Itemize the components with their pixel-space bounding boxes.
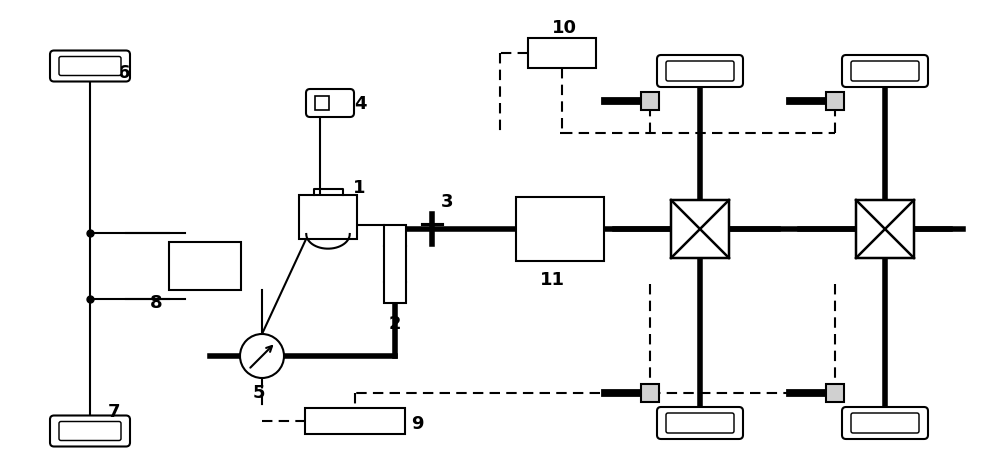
Bar <box>826 384 844 402</box>
Bar <box>641 92 659 110</box>
Bar <box>528 38 596 68</box>
Text: 2: 2 <box>389 315 402 333</box>
FancyBboxPatch shape <box>50 415 130 447</box>
FancyBboxPatch shape <box>306 89 354 117</box>
Text: 8: 8 <box>150 294 163 312</box>
FancyBboxPatch shape <box>851 413 919 433</box>
Text: 11: 11 <box>540 271 565 289</box>
Text: 5: 5 <box>253 384 266 402</box>
FancyBboxPatch shape <box>50 51 130 82</box>
Text: 7: 7 <box>108 403 120 421</box>
Bar <box>671 200 729 258</box>
FancyBboxPatch shape <box>666 61 734 81</box>
Bar <box>384 225 406 303</box>
Bar <box>305 408 405 434</box>
Text: 1: 1 <box>353 179 366 197</box>
Text: 9: 9 <box>411 415 423 433</box>
FancyBboxPatch shape <box>842 55 928 87</box>
FancyBboxPatch shape <box>657 55 743 87</box>
Bar <box>826 92 844 110</box>
Text: 4: 4 <box>354 95 366 113</box>
Bar <box>641 384 659 402</box>
Text: 3: 3 <box>441 193 454 211</box>
FancyBboxPatch shape <box>842 407 928 439</box>
Bar <box>299 195 357 239</box>
Text: 10: 10 <box>552 19 577 37</box>
Bar <box>516 197 604 261</box>
FancyBboxPatch shape <box>851 61 919 81</box>
Text: 6: 6 <box>118 64 130 82</box>
FancyBboxPatch shape <box>666 413 734 433</box>
FancyBboxPatch shape <box>657 407 743 439</box>
FancyBboxPatch shape <box>59 421 121 441</box>
Circle shape <box>240 334 284 378</box>
Bar <box>169 242 241 290</box>
Bar <box>856 200 914 258</box>
FancyBboxPatch shape <box>59 57 121 76</box>
Bar <box>315 96 329 110</box>
